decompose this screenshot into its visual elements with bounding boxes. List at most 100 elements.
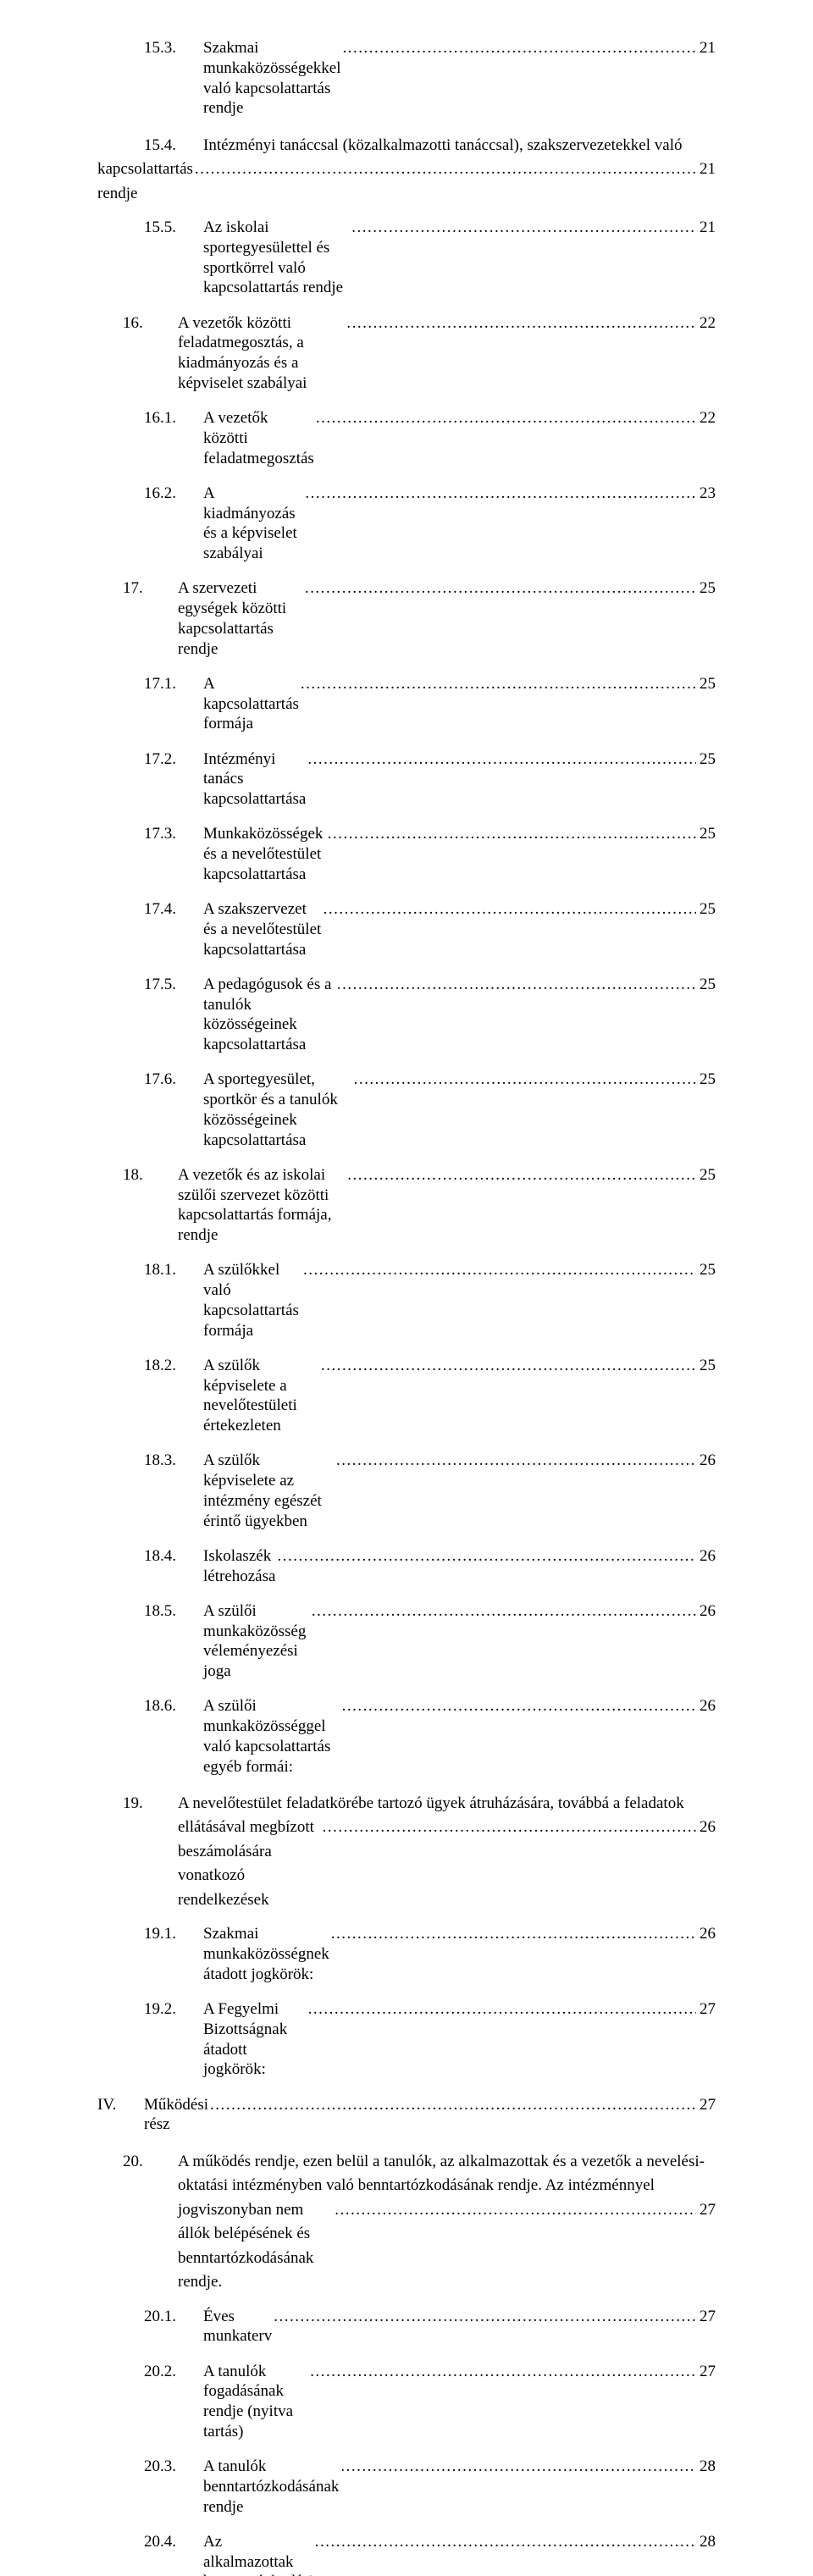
toc-entry: 16.A vezetők közötti feladatmegosztás, a… (97, 313, 716, 394)
toc-entry-title: A szülői munkaközösséggel való kapcsolat… (203, 1696, 340, 1777)
toc-entry-page: 25 (696, 824, 716, 844)
toc-entry-page: 25 (696, 975, 716, 995)
toc-leader (341, 38, 697, 58)
toc-entry-page: 25 (696, 578, 716, 599)
toc-leader (193, 158, 696, 182)
toc-entry-page: 25 (696, 674, 716, 694)
toc-leader (350, 218, 696, 238)
toc-entry-title: Intézményi tanács kapcsolattartása (203, 749, 306, 810)
toc-entry-page: 22 (696, 313, 716, 334)
toc-entry-page: 25 (696, 1260, 716, 1280)
toc-entry-page: 26 (696, 1816, 716, 1840)
toc-entry-title: A sportegyesület, sportkör és a tanulók … (203, 1070, 352, 1150)
toc-entry-title: A pedagógusok és a tanulók közösségeinek… (203, 975, 335, 1055)
toc-entry-page: 27 (696, 2307, 716, 2327)
toc-entry: 17.A szervezeti egységek közötti kapcsol… (97, 578, 716, 659)
toc-entry-number: 17. (97, 578, 178, 599)
toc-entry-number: 16.2. (97, 484, 203, 504)
toc-entry-title: A Fegyelmi Bizottságnak átadott jogkörök… (203, 1999, 307, 2080)
toc-entry: 17.6.A sportegyesület, sportkör és a tan… (97, 1070, 716, 1150)
toc-leader (319, 1356, 696, 1376)
toc-entry-number: 18.5. (97, 1601, 203, 1622)
toc-leader (303, 578, 696, 599)
toc-entry-page: 21 (696, 218, 716, 238)
toc-entry: 19.1.Szakmai munkaközösségnek átadott jo… (97, 1924, 716, 1984)
toc-entry-page: 23 (696, 484, 716, 504)
toc-entry-number: 20.2. (97, 2362, 203, 2382)
toc-entry-number: 18.6. (97, 1696, 203, 1716)
toc-leader (335, 1451, 696, 1471)
toc-entry-page: 26 (696, 1696, 716, 1716)
toc-entry-page: 26 (696, 1601, 716, 1622)
toc-leader (308, 2362, 696, 2382)
toc-entry-page: 27 (696, 2362, 716, 2382)
toc-entry: IV.Működési rész 27 (97, 2095, 716, 2136)
toc-entry-title: A kapcsolattartás formája (203, 674, 299, 734)
toc-entry-title: Az alkalmazottak benntartózkodási rendje (203, 2532, 313, 2576)
toc-entry: 20.4.Az alkalmazottak benntartózkodási r… (97, 2532, 716, 2576)
toc-entry-page: 25 (696, 1165, 716, 1186)
toc-entry-number: IV. (97, 2095, 144, 2115)
toc-entry: 16.1.A vezetők közötti feladatmegosztás2… (97, 408, 716, 468)
toc-entry: 15.5.Az iskolai sportegyesülettel és spo… (97, 218, 716, 298)
toc-leader (326, 824, 696, 844)
toc-leader (322, 899, 696, 920)
toc-entry: 18.6.A szülői munkaközösséggel való kapc… (97, 1696, 716, 1777)
toc-entry-title: Szakmai munkaközösségekkel való kapcsola… (203, 38, 341, 119)
toc-entry-title: Iskolaszék létrehozása (203, 1546, 275, 1587)
toc-leader (333, 2198, 696, 2223)
toc-entry-number: 17.3. (97, 824, 203, 844)
toc-leader (313, 2532, 696, 2552)
toc-leader (340, 1696, 696, 1716)
toc-entry-title-cont: ellátásával megbízott beszámolására vona… (97, 1816, 321, 1912)
toc-entry-page: 28 (696, 2532, 716, 2552)
toc-leader (346, 1165, 696, 1186)
toc-entry-number: 18.2. (97, 1356, 203, 1376)
toc-entry: 18.5.A szülői munkaközösség véleményezés… (97, 1601, 716, 1682)
toc-entry-title: Működési rész (144, 2095, 208, 2136)
toc-entry: 18.A vezetők és az iskolai szülői szerve… (97, 1165, 716, 1246)
toc-leader (306, 749, 696, 770)
toc-leader (335, 975, 696, 995)
toc-leader (301, 1260, 696, 1280)
toc-entry-title: A szülőkkel való kapcsolattartás formája (203, 1260, 301, 1341)
toc-entry-title: Munkaközösségek és a nevelőtestület kapc… (203, 824, 326, 884)
toc-entry-page: 21 (696, 38, 716, 58)
toc-entry-page: 25 (696, 1356, 716, 1376)
toc-leader (275, 1546, 696, 1567)
toc-entry-page: 28 (696, 2457, 716, 2477)
toc-entry: 19.2.A Fegyelmi Bizottságnak átadott jog… (97, 1999, 716, 2080)
toc-leader (299, 674, 696, 694)
toc-entry-number: 17.6. (97, 1070, 203, 1090)
toc-entry: 20.3.A tanulók benntartózkodásának rendj… (97, 2457, 716, 2517)
toc-entry-number: 18.4. (97, 1546, 203, 1567)
toc-entry: 18.1.A szülőkkel való kapcsolattartás fo… (97, 1260, 716, 1341)
toc-entry-page: 27 (696, 2198, 716, 2223)
toc-entry: 20.1.Éves munkaterv27 (97, 2307, 716, 2347)
toc-entry-title: A kiadmányozás és a képviselet szabályai (203, 484, 303, 564)
toc-entry-title: A vezetők és az iskolai szülői szervezet… (178, 1165, 346, 1246)
toc-entry-title: Szakmai munkaközösségnek átadott jogkörö… (203, 1924, 329, 1984)
toc-entry-number: 20.3. (97, 2457, 203, 2477)
toc-entry: 18.2.A szülők képviselete a nevelőtestül… (97, 1356, 716, 1436)
toc-entry-number: 17.5. (97, 975, 203, 995)
toc-entry-title: A szakszervezet és a nevelőtestület kapc… (203, 899, 322, 959)
toc-entry: 19.A nevelőtestület feladatkörébe tartoz… (97, 1792, 716, 1913)
toc-entry-number: 17.4. (97, 899, 203, 920)
toc-entry-title: Éves munkaterv (203, 2307, 272, 2347)
toc-leader (208, 2095, 696, 2115)
toc-leader (345, 313, 696, 334)
toc-entry-title-cont: kapcsolattartás rendje (97, 158, 193, 206)
toc-entry-page: 27 (696, 2095, 716, 2115)
toc-leader (329, 1924, 696, 1944)
toc-entry-title: A tanulók fogadásának rendje (nyitva tar… (203, 2362, 308, 2442)
toc-entry: 17.5.A pedagógusok és a tanulók közösség… (97, 975, 716, 1055)
toc-entry-title-cont: oktatási intézményben való benntartózkod… (97, 2174, 655, 2198)
toc-entry-number: 16.1. (97, 408, 203, 428)
toc-entry-number: 20.4. (97, 2532, 203, 2552)
toc-entry-number: 20. (97, 2150, 178, 2175)
toc-entry: 20.2.A tanulók fogadásának rendje (nyitv… (97, 2362, 716, 2442)
toc-entry-number: 15.3. (97, 38, 203, 58)
toc-entry: 16.2.A kiadmányozás és a képviselet szab… (97, 484, 716, 564)
toc-entry-title: A működés rendje, ezen belül a tanulók, … (178, 2150, 705, 2175)
